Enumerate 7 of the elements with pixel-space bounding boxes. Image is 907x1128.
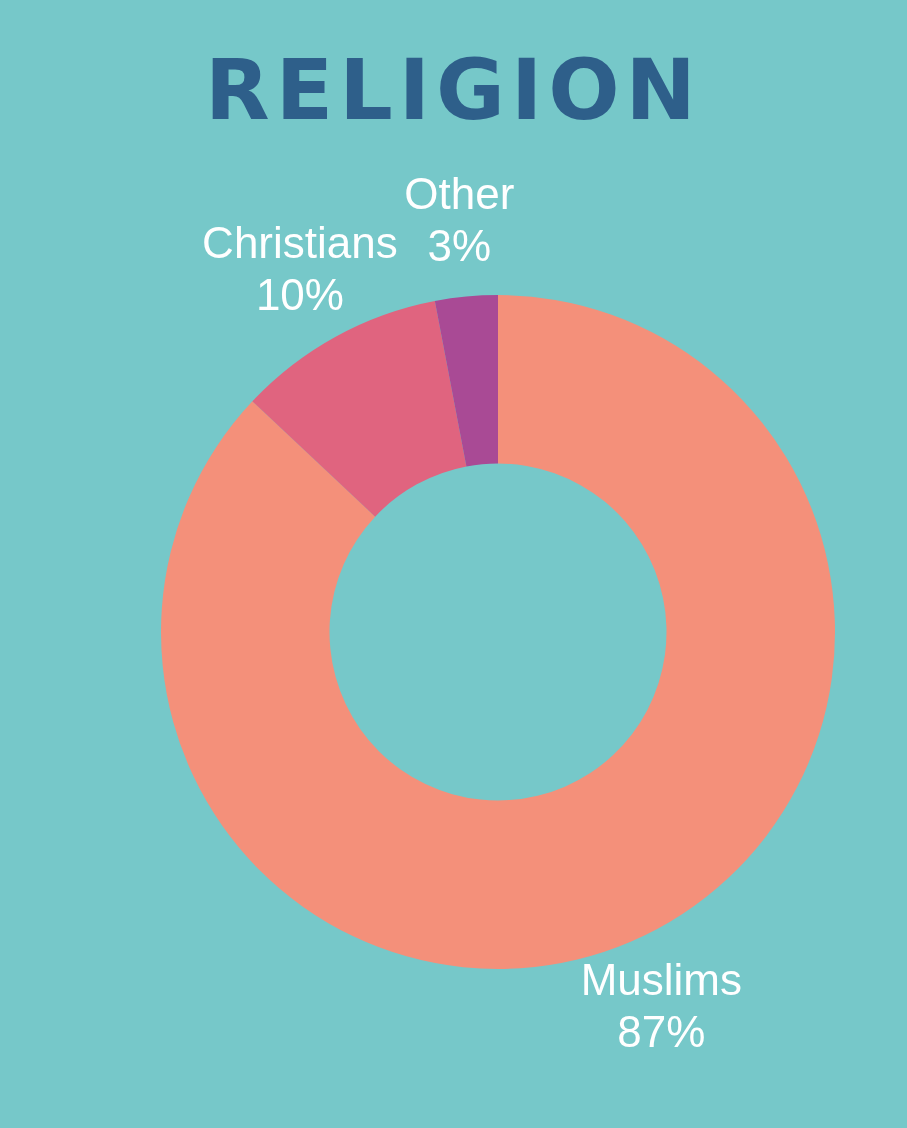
slice-label: Christians [202,217,398,267]
slice-label: Other [404,168,515,218]
data-label: 10% [255,269,344,319]
data-label: 3% [427,220,492,270]
chart-title: RELIGION [204,40,703,141]
data-label: 87% [617,1007,706,1057]
slice-label: Muslims [580,955,742,1005]
